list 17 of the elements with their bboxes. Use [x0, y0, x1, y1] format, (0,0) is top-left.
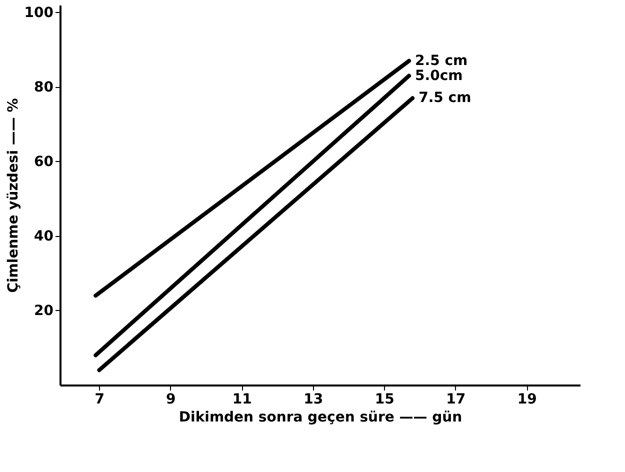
x-tick-label: 7: [94, 392, 105, 408]
y-tick-label: 20: [34, 302, 54, 319]
series-label: 2.5 cm: [415, 52, 468, 69]
x-tick-label: 19: [517, 392, 537, 408]
x-tick-label: 13: [304, 392, 324, 408]
y-tick-label: 80: [34, 79, 54, 96]
x-tick-label: 15: [374, 392, 394, 408]
series-label: 7.5 cm: [418, 90, 472, 106]
y-axis-title: Çimlenme yüzdesi —— %: [5, 98, 22, 293]
x-axis-title: Dikimden sonra geçen süre —— gün: [178, 410, 462, 426]
x-tick-label: 9: [166, 392, 176, 408]
x-tick-label: 17: [446, 392, 466, 408]
y-tick-label: 40: [34, 228, 54, 244]
series-label: 5.0cm: [415, 68, 463, 84]
y-tick-label: 100: [24, 4, 54, 21]
x-tick-label: 11: [232, 392, 252, 408]
y-tick-label: 60: [34, 154, 54, 170]
